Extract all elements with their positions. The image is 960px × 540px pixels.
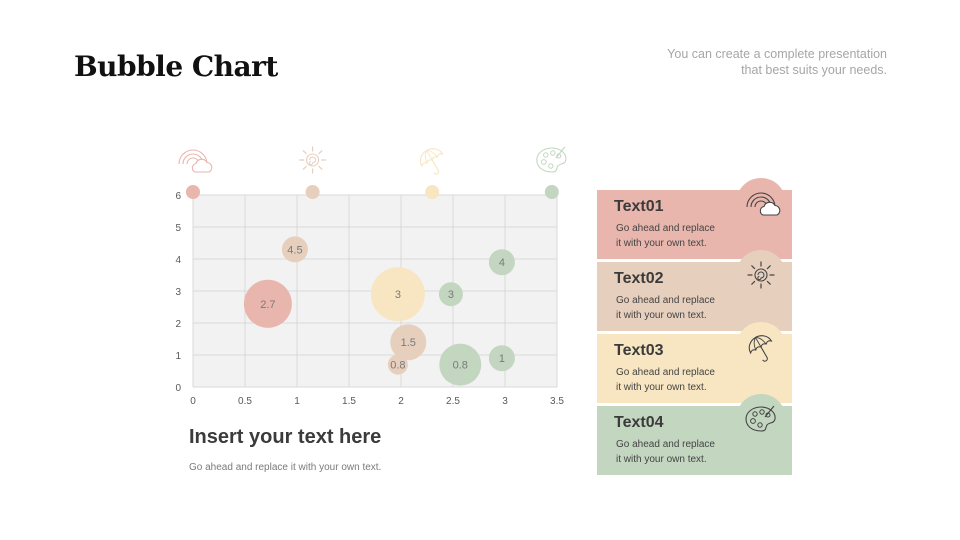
- page-title: Bubble Chart: [74, 50, 278, 83]
- bubble-label: 1: [499, 353, 505, 365]
- header-marker: [305, 185, 320, 199]
- card-body-line-1: Go ahead and replace: [616, 223, 715, 234]
- bubble: [439, 343, 482, 386]
- x-tick-label: 0: [190, 396, 196, 407]
- bubble-label: 0.8: [390, 360, 405, 372]
- card-title: Text02: [614, 270, 664, 287]
- header-marker: [544, 185, 559, 199]
- bubbles: 2.7 4.5 3 3 4 1.5 0.8 0.8 1: [243, 236, 515, 386]
- card-body: Go ahead and replace it with your own te…: [616, 365, 736, 395]
- bubble: [370, 267, 425, 322]
- sun-icon: [299, 146, 327, 174]
- x-tick-label: 3.5: [550, 396, 564, 407]
- series-header-icons: [178, 143, 567, 199]
- y-tick-label: 0: [175, 383, 181, 394]
- card-body-line-2: it with your own text.: [616, 382, 707, 393]
- bubble: [281, 236, 308, 263]
- text-card-3: Text03 Go ahead and replace it with your…: [597, 322, 792, 403]
- x-tick-label: 1.5: [342, 396, 356, 407]
- caption-body: Go ahead and replace it with your own te…: [189, 462, 382, 473]
- card-body-line-2: it with your own text.: [616, 238, 707, 249]
- bubble-label: 3: [395, 289, 401, 301]
- bubble-label: 2.7: [260, 299, 275, 311]
- axis-ticks: 0 0.5 1 1.5 2 2.5 3 3.5 0 1 2 3 4 5 6: [175, 191, 564, 407]
- bubble: [488, 249, 515, 276]
- card-icon-circle: [736, 250, 786, 300]
- header-marker: [186, 185, 200, 199]
- text-card-1: Text01 Go ahead and replace it with your…: [597, 178, 792, 259]
- palette-icon: [536, 146, 567, 173]
- header-marker: [425, 185, 440, 199]
- y-tick-label: 3: [175, 287, 181, 298]
- card-body: Go ahead and replace it with your own te…: [616, 437, 736, 467]
- card-icon-circle: [736, 178, 786, 228]
- card-body-line-1: Go ahead and replace: [616, 367, 715, 378]
- rainbow-cloud-icon: [736, 178, 786, 228]
- umbrella-icon: [736, 322, 786, 372]
- umbrella-icon: [415, 143, 451, 180]
- bubble-label: 4: [499, 257, 505, 269]
- card-body-line-1: Go ahead and replace: [616, 439, 715, 450]
- bubble-label: 0.8: [453, 360, 468, 372]
- rainbow-cloud-icon: [178, 149, 213, 173]
- y-tick-label: 5: [175, 223, 181, 234]
- bubble: [387, 354, 408, 375]
- card-title: Text03: [614, 342, 664, 359]
- y-tick-label: 2: [175, 319, 181, 330]
- caption-title: Insert your text here: [189, 426, 382, 448]
- x-tick-label: 1: [294, 396, 300, 407]
- card-body-line-2: it with your own text.: [616, 454, 707, 465]
- bubble: [488, 345, 515, 372]
- card-body: Go ahead and replace it with your own te…: [616, 293, 736, 323]
- x-tick-label: 2: [398, 396, 404, 407]
- y-tick-label: 1: [175, 351, 181, 362]
- card-body-line-2: it with your own text.: [616, 310, 707, 321]
- subtitle-line-2: that best suits your needs.: [741, 63, 887, 77]
- x-tick-label: 2.5: [446, 396, 460, 407]
- palette-icon: [736, 394, 786, 444]
- bubble-label: 3: [448, 289, 454, 301]
- card-title: Text04: [614, 414, 664, 431]
- x-tick-label: 3: [502, 396, 508, 407]
- subtitle-line-1: You can create a complete presentation: [667, 47, 887, 61]
- text-card-2: Text02 Go ahead and replace it with your…: [597, 250, 792, 331]
- sun-icon: [736, 250, 786, 300]
- page-subtitle: You can create a complete presentation t…: [587, 46, 887, 78]
- card-body: Go ahead and replace it with your own te…: [616, 221, 736, 251]
- bubble-label: 1.5: [401, 337, 416, 349]
- card-icon-circle: [736, 394, 786, 444]
- card-body-line-1: Go ahead and replace: [616, 295, 715, 306]
- y-tick-label: 6: [175, 191, 181, 202]
- bubble-label: 4.5: [287, 244, 302, 256]
- bubble: [243, 279, 292, 328]
- text-card-4: Text04 Go ahead and replace it with your…: [597, 394, 792, 475]
- bubble: [390, 324, 427, 361]
- card-title: Text01: [614, 198, 664, 215]
- bubble: [438, 282, 463, 307]
- x-tick-label: 0.5: [238, 396, 252, 407]
- y-tick-label: 4: [175, 255, 181, 266]
